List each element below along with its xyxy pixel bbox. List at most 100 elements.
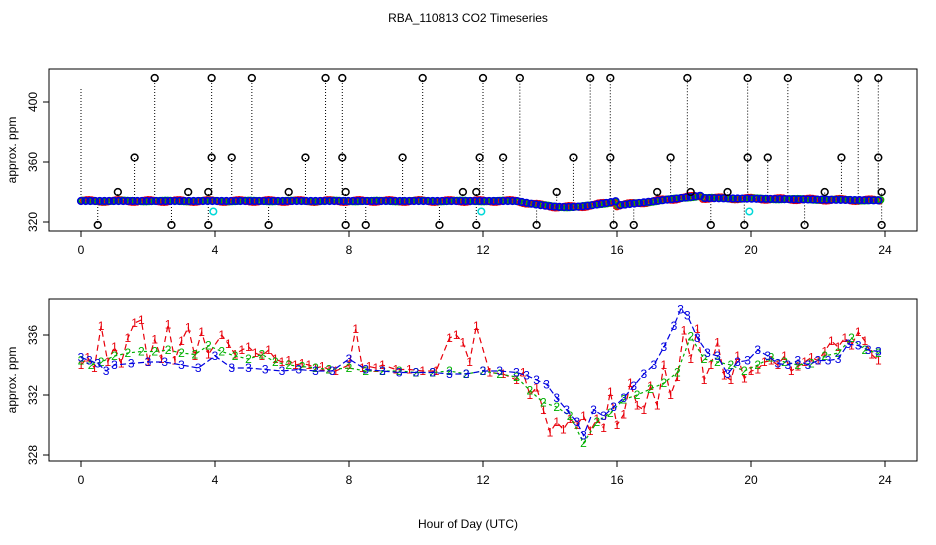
series-3-marker: 3	[630, 379, 637, 393]
series-3-point	[649, 197, 658, 206]
series-3-marker: 3	[553, 391, 560, 405]
spike-point	[854, 73, 863, 83]
series-3-marker: 3	[86, 354, 93, 368]
spike-point	[338, 153, 347, 162]
top-y-tick-label: 320	[26, 212, 40, 232]
series-3-marker: 3	[446, 367, 453, 381]
series-3-point	[841, 195, 850, 205]
series-2-marker: 2	[701, 352, 708, 366]
series-1-marker: 1	[433, 364, 440, 378]
series-2-marker: 2	[835, 346, 842, 360]
series-3-point	[667, 195, 677, 204]
series-3-point	[860, 196, 869, 205]
spike-point	[629, 220, 638, 230]
series-3-point	[358, 196, 367, 206]
series-3-point	[123, 196, 132, 206]
series-3-marker: 3	[580, 429, 587, 443]
spike-point	[606, 153, 615, 162]
series-2-marker: 2	[111, 349, 118, 363]
bottom-x-tick-label: 12	[476, 473, 490, 487]
series-3-point	[578, 202, 587, 211]
series-3-point	[817, 195, 827, 204]
series-3-point	[658, 196, 667, 205]
series-3-marker: 3	[795, 354, 802, 368]
reference-point	[745, 207, 754, 216]
series-3-marker: 3	[845, 337, 852, 351]
series-3-point	[180, 196, 189, 206]
series-3-point	[320, 196, 329, 206]
series-1-marker: 1	[694, 322, 701, 336]
spike-point	[683, 73, 692, 83]
series-3-point	[766, 194, 775, 204]
series-1-marker: 1	[620, 408, 627, 422]
series-1-marker: 1	[587, 424, 594, 438]
spike-point	[150, 73, 159, 83]
series-1-marker: 1	[667, 388, 674, 402]
series-3-point	[362, 196, 372, 206]
series-3-point	[409, 196, 419, 206]
series-3-marker: 3	[825, 354, 832, 368]
series-2-marker: 2	[218, 345, 225, 359]
spike-point	[472, 187, 481, 197]
series-3-point	[461, 196, 470, 206]
series-1-marker: 1	[527, 388, 534, 402]
series-3-point	[203, 196, 212, 206]
series-1-marker: 1	[714, 336, 721, 350]
spike-point	[167, 220, 176, 230]
spike-point	[743, 153, 752, 162]
spike-point	[301, 153, 310, 162]
top-x-tick-label: 12	[476, 243, 490, 257]
spike-point	[723, 187, 732, 197]
series-2-marker: 2	[527, 384, 534, 398]
spike-point	[227, 153, 236, 162]
series-3-point	[475, 196, 484, 206]
series-3-point	[639, 198, 648, 207]
series-3-marker: 3	[651, 358, 658, 372]
bottom-y-tick-label: 328	[26, 445, 40, 465]
series-3-marker: 3	[805, 358, 812, 372]
series-3-point	[283, 196, 292, 206]
series-1-marker: 1	[580, 409, 587, 423]
series-2-marker: 2	[580, 436, 587, 450]
series-1-marker: 1	[265, 343, 272, 357]
spike-point	[877, 187, 886, 197]
bottom-x-tick-label: 8	[346, 473, 353, 487]
series-3-point	[428, 196, 437, 206]
series-3-point	[836, 195, 845, 204]
series-3-point	[367, 196, 376, 206]
series-3-point	[864, 196, 874, 205]
series-3-marker: 3	[543, 378, 550, 392]
top-y-tick-label: 400	[26, 92, 40, 112]
series-3-marker: 3	[865, 343, 872, 357]
spike-point	[763, 153, 772, 162]
series-2-marker: 2	[299, 360, 306, 374]
series-3-point	[663, 195, 672, 204]
series-2-marker: 2	[862, 343, 869, 357]
series-3-point	[545, 202, 555, 211]
series-3-marker: 3	[684, 309, 691, 323]
series-3-point	[386, 196, 395, 206]
series-2-marker: 2	[647, 382, 654, 396]
series-3-point	[635, 198, 644, 208]
series-3-point	[438, 196, 447, 206]
series-1-marker: 1	[111, 340, 118, 354]
series-3-marker: 3	[785, 358, 792, 372]
series-3-point	[780, 195, 789, 204]
series-3-point	[142, 196, 151, 206]
series-3-point	[395, 196, 405, 206]
series-3-point	[264, 196, 273, 206]
series-3-point	[151, 196, 161, 206]
series-1-marker: 1	[406, 363, 413, 377]
series-2-marker: 2	[165, 343, 172, 357]
series-3-point	[681, 193, 691, 202]
series-1-marker: 1	[862, 334, 869, 348]
series-3-marker: 3	[279, 364, 286, 378]
spike-point	[130, 153, 139, 162]
series-3-point	[831, 195, 841, 204]
series-3-marker: 3	[496, 364, 503, 378]
series-1-marker: 1	[600, 421, 607, 435]
series-1-marker: 1	[305, 358, 312, 372]
series-1-marker: 1	[815, 354, 822, 368]
series-1-marker: 1	[232, 348, 239, 362]
series-1-marker: 1	[614, 418, 621, 432]
